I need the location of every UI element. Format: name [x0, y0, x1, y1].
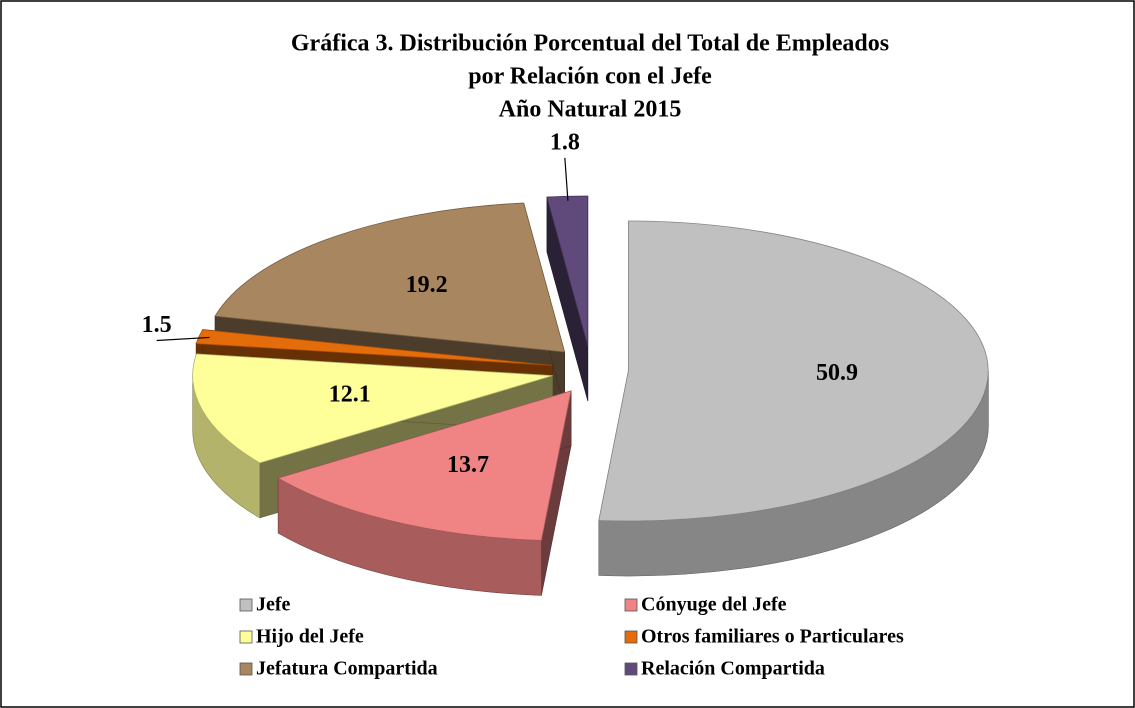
pie-slice: [277, 390, 572, 541]
legend-swatch: [239, 630, 253, 644]
leader-line: [564, 157, 569, 201]
chart-title: Año Natural 2015: [499, 97, 682, 123]
data-label: 12.1: [329, 382, 371, 408]
leader-line: [156, 336, 210, 342]
pie-slice: [598, 220, 989, 522]
data-label: 50.9: [816, 360, 858, 386]
legend-swatch: [239, 662, 253, 676]
legend-label: Hijo del Jefe: [256, 626, 364, 648]
pie-slice: [195, 329, 553, 366]
data-label: 19.2: [406, 272, 448, 298]
legend-label: Relación Compartida: [641, 658, 825, 680]
pie-slice: [214, 202, 566, 353]
legend-label: Otros familiares o Particulares: [641, 626, 904, 648]
chart-title: por Relación con el Jefe: [468, 64, 712, 90]
legend-swatch: [624, 630, 638, 644]
legend-label: Jefe: [256, 594, 291, 616]
legend-label: Jefatura Compartida: [256, 658, 438, 680]
legend-swatch: [624, 662, 638, 676]
legend-label: Cónyuge del Jefe: [641, 594, 787, 616]
legend-swatch: [239, 598, 253, 612]
data-label: 1.5: [142, 312, 172, 338]
data-label: 13.7: [447, 452, 489, 478]
legend-swatch: [624, 598, 638, 612]
data-label: 1.8: [550, 129, 580, 155]
pie-slice: [192, 353, 553, 464]
chart-title: Gráfica 3. Distribución Porcentual del T…: [291, 31, 889, 57]
